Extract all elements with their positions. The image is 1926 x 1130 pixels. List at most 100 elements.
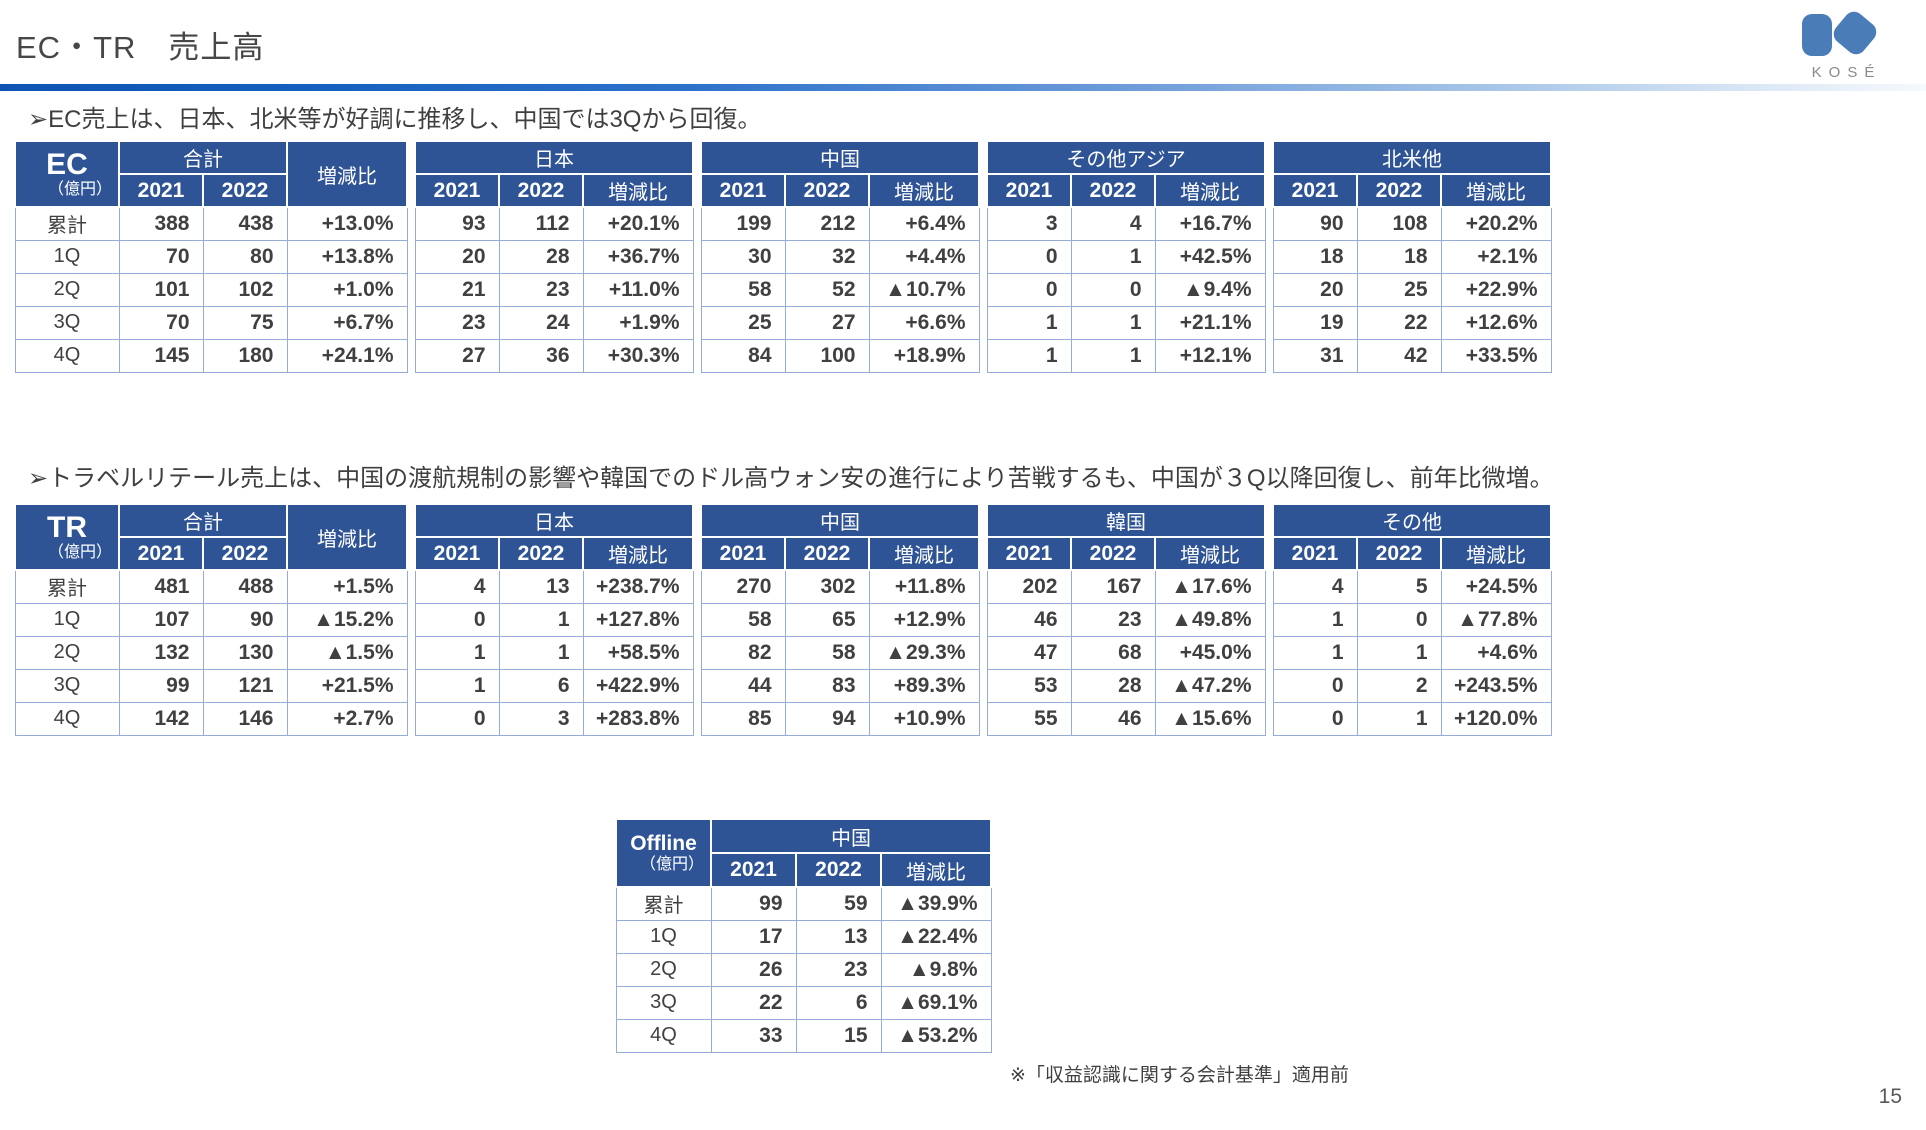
value-change: ▲39.9% [880, 886, 992, 921]
value-2021: 4 [1272, 569, 1358, 604]
value-change: +13.8% [286, 239, 408, 274]
table-row: 0 1 +42.5% [986, 239, 1266, 274]
value-2022: 58 [784, 635, 870, 670]
value-change: +2.1% [1440, 239, 1552, 274]
value-2021: 20 [414, 239, 500, 274]
tr-label: TR [47, 511, 87, 544]
value-2022: 100 [784, 338, 870, 373]
value-change: +24.1% [286, 338, 408, 373]
value-2021: 25 [700, 305, 786, 340]
table-row: 18 18 +2.1% [1272, 239, 1552, 274]
group-header: その他アジア [986, 140, 1266, 175]
value-2022: 94 [784, 701, 870, 736]
table-row: 199 212 +6.4% [700, 206, 980, 241]
ec-corner-cell: EC （億円） [14, 140, 120, 208]
table-row: 累計 481 488 +1.5% [14, 569, 408, 604]
value-change: +12.6% [1440, 305, 1552, 340]
value-change: +58.5% [582, 635, 694, 670]
year-header: 2021 [414, 173, 500, 208]
table-row: 0 1 +120.0% [1272, 701, 1552, 736]
year-header: 2021 [986, 536, 1072, 571]
value-2022: 1 [1356, 635, 1442, 670]
value-2021: 26 [710, 952, 797, 987]
value-2022: 28 [1070, 668, 1156, 703]
table-row: 累計 388 438 +13.0% [14, 206, 408, 241]
table-row: 1Q 70 80 +13.8% [14, 239, 408, 274]
value-2022: 27 [784, 305, 870, 340]
value-2022: 112 [498, 206, 584, 241]
value-2021: 1 [986, 305, 1072, 340]
value-change: +21.1% [1154, 305, 1266, 340]
row-label: 3Q [14, 305, 120, 340]
row-label: 1Q [14, 239, 120, 274]
value-2021: 22 [710, 985, 797, 1020]
value-2022: 65 [784, 602, 870, 637]
value-change: +243.5% [1440, 668, 1552, 703]
tr-region-block: 日本 2021 2022 増減比 4 13 +238.7% 0 1 +127.8% 1 1 +58.5%… [414, 503, 694, 736]
value-change: +16.7% [1154, 206, 1266, 241]
value-change: +45.0% [1154, 635, 1266, 670]
table-row: 23 24 +1.9% [414, 305, 694, 340]
value-2021: 0 [414, 701, 500, 736]
ec-label: EC [46, 148, 88, 181]
row-label: 2Q [615, 952, 712, 987]
value-change: +20.2% [1440, 206, 1552, 241]
value-2021: 101 [118, 272, 204, 307]
value-change: +20.1% [582, 206, 694, 241]
table-row: 47 68 +45.0% [986, 635, 1266, 670]
value-2022: 302 [784, 569, 870, 604]
table-row: 1 0 ▲77.8% [1272, 602, 1552, 637]
table-row: 31 42 +33.5% [1272, 338, 1552, 373]
value-2022: 5 [1356, 569, 1442, 604]
table-row: 85 94 +10.9% [700, 701, 980, 736]
gradient-divider [0, 84, 1926, 91]
table-row: 84 100 +18.9% [700, 338, 980, 373]
value-change: +11.8% [868, 569, 980, 604]
unit-label: （億円） [47, 181, 112, 198]
value-2021: 58 [700, 602, 786, 637]
year-header: 2022 [202, 173, 288, 208]
value-2021: 85 [700, 701, 786, 736]
table-row: 20 25 +22.9% [1272, 272, 1552, 307]
value-change: +36.7% [582, 239, 694, 274]
value-change: +1.0% [286, 272, 408, 307]
value-2021: 142 [118, 701, 204, 736]
ec-region-block: その他アジア 2021 2022 増減比 3 4 +16.7% 0 1 +42.5% 0 0 ▲9.4%… [986, 140, 1266, 373]
value-2022: 438 [202, 206, 288, 241]
value-2022: 23 [1070, 602, 1156, 637]
value-2022: 1 [1356, 701, 1442, 736]
value-change: +127.8% [582, 602, 694, 637]
value-2022: 6 [498, 668, 584, 703]
value-2021: 30 [700, 239, 786, 274]
bullet-ec-summary: ➢EC売上は、日本、北米等が好調に推移し、中国では3Qから回復。 [28, 106, 762, 133]
row-label: 3Q [14, 668, 120, 703]
year-header: 2021 [700, 536, 786, 571]
value-2022: 32 [784, 239, 870, 274]
value-change: +422.9% [582, 668, 694, 703]
offline-label: Offline [630, 832, 697, 855]
value-2021: 0 [986, 272, 1072, 307]
row-label: 2Q [14, 635, 120, 670]
table-row: 1 1 +21.1% [986, 305, 1266, 340]
table-row: 44 83 +89.3% [700, 668, 980, 703]
value-2022: 18 [1356, 239, 1442, 274]
value-2022: 36 [498, 338, 584, 373]
value-2021: 1 [414, 635, 500, 670]
tr-corner-cell: TR （億円） [14, 503, 120, 571]
unit-label: （億円） [47, 544, 112, 561]
value-2022: 42 [1356, 338, 1442, 373]
table-row: 82 58 ▲29.3% [700, 635, 980, 670]
value-change: ▲9.4% [1154, 272, 1266, 307]
value-change: ▲9.8% [880, 952, 992, 987]
value-2022: 83 [784, 668, 870, 703]
group-header: 中国 [700, 140, 980, 175]
tr-sales-table: TR （億円） 合計 増減比 2021 2022 累計 481 488 +1.5% 1Q 107 90 ▲… [14, 503, 1552, 736]
group-header: その他 [1272, 503, 1552, 538]
table-row: 20 28 +36.7% [414, 239, 694, 274]
value-change: +4.4% [868, 239, 980, 274]
value-2021: 23 [414, 305, 500, 340]
value-2021: 107 [118, 602, 204, 637]
value-2021: 1 [414, 668, 500, 703]
ec-total-block: EC （億円） 合計 増減比 2021 2022 累計 388 438 +13.0% 1Q 70 80 +… [14, 140, 408, 373]
ec-region-block: 日本 2021 2022 増減比 93 112 +20.1% 20 28 +36.7% 21 23 +1… [414, 140, 694, 373]
